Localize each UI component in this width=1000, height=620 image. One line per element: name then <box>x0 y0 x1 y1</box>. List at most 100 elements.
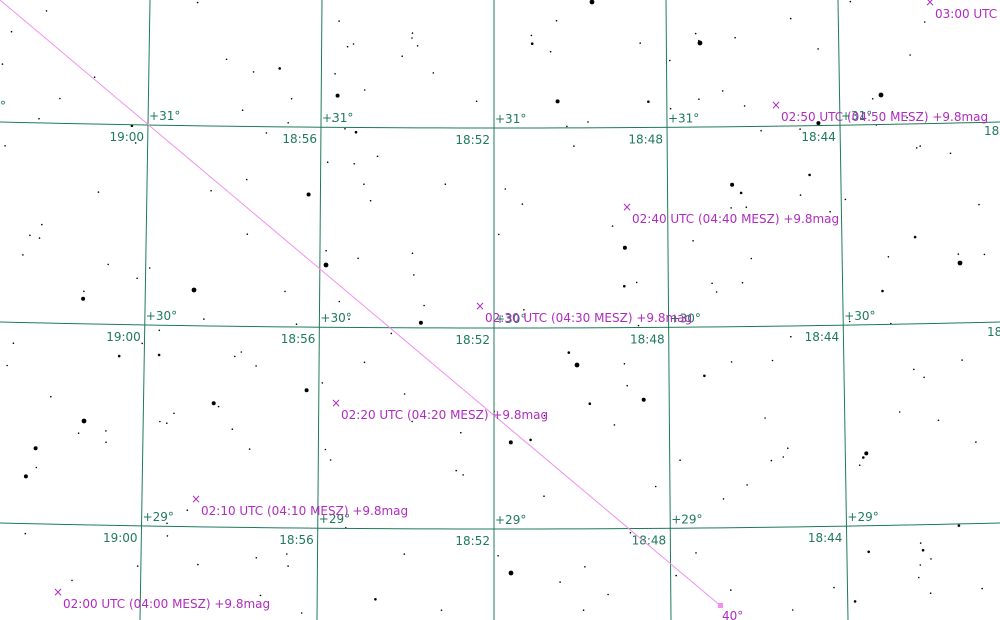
star <box>770 459 773 462</box>
star <box>523 309 525 311</box>
track-label: 02:00 UTC (04:00 MESZ) +9.8mag <box>63 597 270 611</box>
dec-label: +30° <box>844 309 875 323</box>
star <box>750 257 753 260</box>
star <box>166 535 169 537</box>
star <box>679 459 681 462</box>
star <box>41 223 43 226</box>
track-marker: × <box>771 98 781 112</box>
ra-label: 19:00 <box>109 130 144 144</box>
star <box>849 0 852 3</box>
star <box>12 342 15 345</box>
star <box>38 117 40 120</box>
star <box>918 576 920 579</box>
track-marker: × <box>475 299 485 313</box>
star <box>949 152 952 155</box>
star <box>589 0 595 5</box>
star <box>817 48 819 50</box>
star <box>6 364 8 367</box>
star <box>703 374 706 378</box>
ra-label: 19:00 <box>103 531 138 545</box>
dec-label: +31° <box>495 112 526 126</box>
track-label: 02:50 UTC (04:50 MESZ) +9.8mag <box>781 110 988 124</box>
star <box>71 579 73 582</box>
star <box>369 199 372 202</box>
star <box>816 121 821 126</box>
star <box>196 1 199 4</box>
star <box>432 72 435 74</box>
star <box>697 40 703 46</box>
star <box>871 98 874 100</box>
star <box>530 34 533 37</box>
star <box>455 469 458 472</box>
star <box>324 448 327 451</box>
star <box>376 155 379 158</box>
star <box>623 363 626 365</box>
star <box>730 207 732 209</box>
star <box>353 163 356 165</box>
track-end <box>718 603 723 608</box>
star <box>33 446 38 451</box>
star <box>338 20 340 22</box>
star <box>259 594 262 597</box>
dec-label: +31° <box>149 109 180 123</box>
star <box>363 183 365 185</box>
star <box>848 320 851 323</box>
stars <box>1 0 986 614</box>
star <box>635 281 638 284</box>
star <box>444 183 447 185</box>
star <box>186 509 189 512</box>
star <box>504 188 507 190</box>
star <box>306 192 311 197</box>
star <box>919 564 922 566</box>
dec-label: +31° <box>322 111 353 125</box>
ra-line <box>316 0 323 620</box>
star <box>675 574 677 577</box>
star <box>105 430 107 432</box>
star <box>937 419 940 422</box>
star <box>248 448 251 450</box>
star <box>323 262 329 268</box>
dec-label: +29° <box>143 510 174 524</box>
ra-line <box>665 0 672 620</box>
star <box>930 558 932 560</box>
star <box>745 206 748 208</box>
star <box>241 109 244 111</box>
star <box>543 495 545 498</box>
star <box>460 431 462 434</box>
dec-line <box>0 522 1000 530</box>
star <box>284 290 286 293</box>
ra-line <box>837 0 849 620</box>
star <box>255 365 257 367</box>
star <box>159 420 161 423</box>
star <box>440 609 443 611</box>
star <box>166 422 168 425</box>
star <box>411 252 414 255</box>
dec-label: +30° <box>670 311 701 325</box>
star <box>734 36 736 39</box>
star <box>584 566 586 568</box>
star <box>413 274 415 276</box>
star <box>566 125 568 128</box>
star <box>352 43 355 45</box>
ra-label: 18:48 <box>628 132 663 146</box>
star <box>567 351 571 354</box>
star <box>334 73 336 75</box>
star <box>808 173 811 177</box>
star <box>919 542 922 544</box>
star <box>760 129 762 132</box>
star <box>881 289 884 293</box>
star <box>173 412 175 415</box>
star <box>853 600 857 603</box>
star <box>403 393 406 395</box>
star <box>743 105 746 107</box>
star <box>332 120 334 122</box>
star <box>607 593 609 596</box>
star <box>357 257 359 260</box>
star <box>136 565 139 567</box>
star <box>141 342 143 345</box>
star <box>136 277 138 280</box>
star <box>354 130 358 134</box>
star <box>10 30 13 33</box>
